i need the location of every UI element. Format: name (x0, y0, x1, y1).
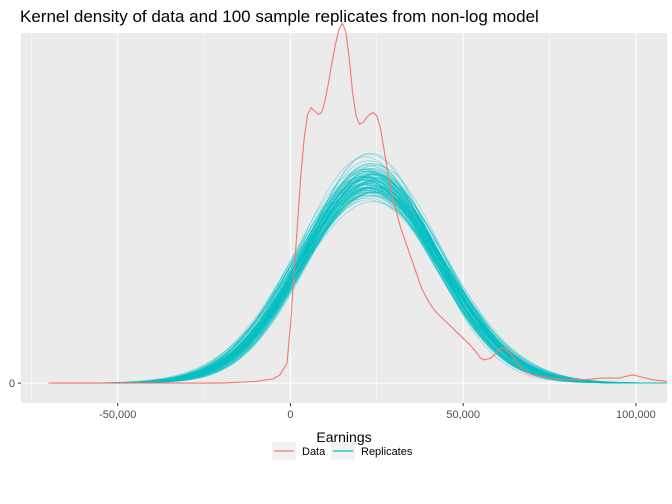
plot-panel (21, 33, 667, 403)
legend-item-replicates: Replicates (331, 442, 413, 460)
density-series (48, 21, 668, 384)
x-tick-label: 0 (287, 409, 293, 421)
legend-label: Data (302, 446, 326, 458)
axes: -50,000 0 50,000 100,000 0 (9, 378, 656, 421)
y-tick-label: 0 (9, 378, 15, 390)
legend: Data Replicates (272, 442, 413, 460)
replicate-line (48, 180, 667, 384)
legend-label: Replicates (361, 446, 413, 458)
chart-title: Kernel density of data and 100 sample re… (20, 7, 539, 26)
x-tick-label: 100,000 (616, 409, 656, 421)
x-tick-label: -50,000 (99, 409, 136, 421)
x-tick-label: 50,000 (446, 409, 480, 421)
legend-item-data: Data (272, 442, 326, 460)
x-axis-title: Earnings (316, 429, 371, 445)
data-series-line (48, 21, 668, 384)
